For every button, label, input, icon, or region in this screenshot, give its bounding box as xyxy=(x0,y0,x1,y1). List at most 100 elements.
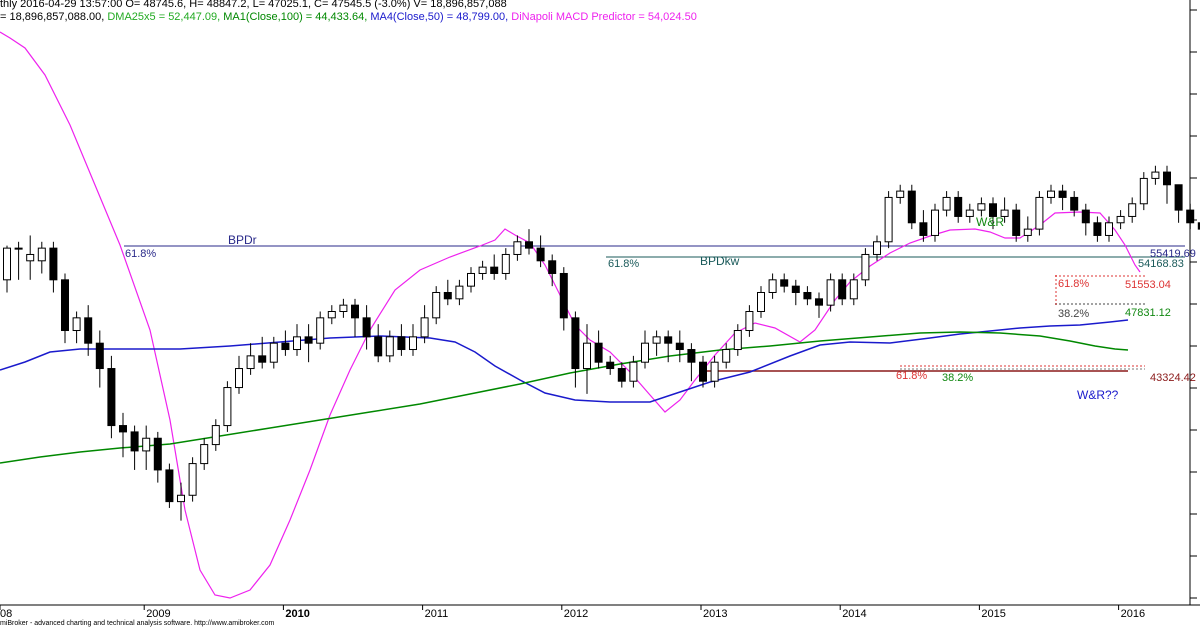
candle xyxy=(838,273,847,306)
candle-body xyxy=(339,304,348,313)
candle xyxy=(849,273,858,306)
candle-body xyxy=(1116,215,1125,224)
candle-body xyxy=(1139,177,1148,205)
candle-body xyxy=(629,361,638,382)
x-tick-label: 2012 xyxy=(564,608,588,620)
candle-body xyxy=(1128,203,1137,217)
candle xyxy=(571,311,580,388)
candle xyxy=(1058,184,1067,211)
candle xyxy=(989,197,997,230)
annotation-fib-382-lower: 38.2% xyxy=(942,372,973,384)
candle-body xyxy=(443,291,452,300)
chart-header-ohlc: thly 2016-04-29 13:57:00 O= 48745.6, H= … xyxy=(0,0,507,10)
candle-body xyxy=(119,425,127,433)
candle-body xyxy=(803,291,812,300)
candle-body xyxy=(142,437,151,452)
candle-body xyxy=(61,279,69,332)
candle xyxy=(594,330,603,369)
chart-header-indicators: = 18,896,857,088.00, DMA25x5 = 52,447.09… xyxy=(0,11,697,23)
candle xyxy=(142,425,151,470)
candle xyxy=(884,191,893,249)
candle xyxy=(26,235,35,280)
candle xyxy=(1093,216,1102,242)
candle-body xyxy=(37,247,46,262)
candle-body xyxy=(652,336,661,344)
candle-body xyxy=(710,361,719,382)
candle xyxy=(1047,184,1055,204)
candle-body xyxy=(884,196,893,243)
annotation-bpdkw: BPDkw xyxy=(700,254,740,268)
candle-body xyxy=(571,317,580,370)
candle-body xyxy=(791,285,800,293)
candle xyxy=(177,482,185,521)
candle xyxy=(211,419,220,451)
candle xyxy=(965,203,974,223)
candle-body xyxy=(1174,184,1183,211)
candle xyxy=(1116,210,1125,230)
candle xyxy=(443,279,452,306)
candle-body xyxy=(548,260,557,274)
candle-body xyxy=(188,463,197,496)
candle-body xyxy=(849,279,858,300)
candle-body xyxy=(467,272,475,287)
candle xyxy=(432,286,441,325)
annotation-wr: W&R xyxy=(976,215,1004,229)
annotation-wr-question: W&R?? xyxy=(1077,388,1119,402)
candle xyxy=(200,438,209,470)
candle xyxy=(617,362,626,388)
candle-body xyxy=(1081,209,1090,224)
candle-body xyxy=(14,247,23,250)
candle xyxy=(525,229,533,255)
candle-body xyxy=(536,247,545,262)
candle xyxy=(1197,222,1200,230)
indicator-volume: = 18,896,857,088.00, xyxy=(0,11,108,23)
candle-body xyxy=(931,209,939,236)
candle xyxy=(316,311,325,350)
candle-body xyxy=(374,336,383,357)
candle xyxy=(536,235,545,268)
candle xyxy=(95,330,104,388)
candle-body xyxy=(385,336,394,357)
candle-body xyxy=(258,355,267,363)
candle xyxy=(1000,197,1009,223)
x-tick-label: 2011 xyxy=(425,608,449,620)
candle xyxy=(641,330,649,369)
candle-body xyxy=(617,368,626,382)
candle xyxy=(188,457,197,502)
indicator-dinapoli: DiNapoli MACD Predictor = 54,024.50 xyxy=(511,11,697,23)
candle xyxy=(1163,165,1171,204)
candle xyxy=(49,241,58,293)
candle xyxy=(1186,203,1195,230)
candle-body xyxy=(1035,196,1044,230)
candle-body xyxy=(211,425,220,446)
candle-body xyxy=(223,387,232,427)
ma100-line xyxy=(0,331,1129,464)
candle xyxy=(107,355,116,439)
price-label-51553: 51553.04 xyxy=(1125,279,1171,291)
candle-body xyxy=(942,196,951,211)
candle-body xyxy=(130,431,139,452)
candle xyxy=(1012,203,1021,242)
candle xyxy=(258,336,267,369)
candle-body xyxy=(432,291,441,319)
candle xyxy=(896,184,905,204)
indicator-ma100: MA1(Close,100) = 44,433.64, xyxy=(223,11,371,23)
candle xyxy=(478,260,487,280)
candle-body xyxy=(1023,228,1032,236)
candle-body xyxy=(1151,171,1160,179)
candle-body xyxy=(200,444,209,465)
candle xyxy=(815,292,823,318)
candle-body xyxy=(269,342,278,363)
price-label-55419: 55419.69 xyxy=(1150,248,1196,260)
candle-body xyxy=(699,361,707,382)
candle xyxy=(223,381,232,432)
candle xyxy=(861,248,870,287)
candle xyxy=(803,286,812,306)
candle xyxy=(455,279,464,306)
candle-body xyxy=(478,266,487,274)
candle xyxy=(37,241,46,274)
candle-body xyxy=(768,279,777,293)
price-label-43324: 43324.42 xyxy=(1150,372,1196,384)
candle-body xyxy=(583,342,591,370)
